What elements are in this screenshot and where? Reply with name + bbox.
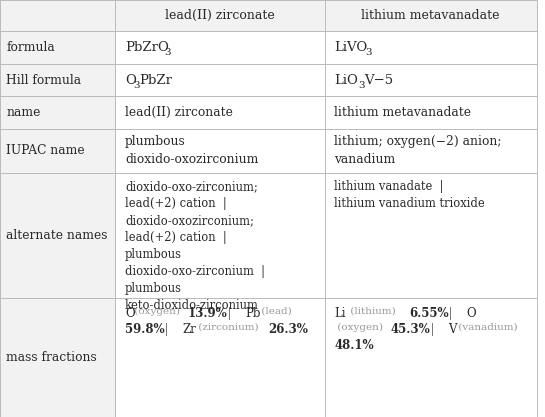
Text: O: O: [125, 307, 135, 320]
Text: 48.1%: 48.1%: [335, 339, 374, 352]
Text: |: |: [220, 307, 235, 320]
Text: (vanadium): (vanadium): [455, 322, 520, 332]
Text: Hill formula: Hill formula: [7, 73, 82, 87]
Text: name: name: [7, 106, 41, 119]
Text: lithium metavanadate: lithium metavanadate: [335, 106, 471, 119]
Text: alternate names: alternate names: [7, 229, 108, 242]
Text: lead(II) zirconate: lead(II) zirconate: [125, 106, 233, 119]
Bar: [116, 173, 325, 298]
Text: V: V: [449, 323, 457, 336]
Text: (lead): (lead): [258, 306, 295, 315]
Text: |: |: [441, 307, 456, 320]
Bar: [116, 129, 325, 173]
Text: O: O: [467, 307, 476, 320]
Bar: [116, 0, 325, 31]
Text: PbZr: PbZr: [139, 73, 172, 87]
Bar: [325, 129, 537, 173]
Bar: [116, 96, 325, 129]
Text: 3: 3: [358, 81, 365, 90]
Bar: [0, 31, 116, 64]
Text: 45.3%: 45.3%: [391, 323, 431, 336]
Text: dioxido-oxo-zirconium;
lead(+2) cation  |
dioxido-oxozirconium;
lead(+2) cation : dioxido-oxo-zirconium; lead(+2) cation |…: [125, 180, 265, 312]
Text: LiO: LiO: [335, 73, 358, 87]
Bar: [325, 298, 537, 417]
Text: PbZrO: PbZrO: [125, 41, 169, 54]
Bar: [325, 31, 537, 64]
Text: lithium vanadate  |
lithium vanadium trioxide: lithium vanadate | lithium vanadium trio…: [335, 180, 485, 210]
Text: (oxygen): (oxygen): [131, 306, 184, 316]
Text: Zr: Zr: [183, 323, 197, 336]
Text: 3: 3: [164, 48, 171, 58]
Bar: [0, 129, 116, 173]
Bar: [116, 31, 325, 64]
Text: Pb: Pb: [245, 307, 261, 320]
Bar: [325, 64, 537, 96]
Text: 3: 3: [133, 81, 140, 90]
Text: LiVO: LiVO: [335, 41, 368, 54]
Text: (oxygen): (oxygen): [335, 322, 386, 332]
Text: 6.55%: 6.55%: [409, 307, 449, 320]
Text: 26.3%: 26.3%: [269, 323, 308, 336]
Text: formula: formula: [7, 41, 55, 54]
Text: (lithium): (lithium): [347, 306, 399, 315]
Text: Li: Li: [335, 307, 346, 320]
Text: lithium; oxygen(−2) anion;
vanadium: lithium; oxygen(−2) anion; vanadium: [335, 135, 502, 166]
Bar: [325, 96, 537, 129]
Text: mass fractions: mass fractions: [7, 351, 97, 364]
Text: 3: 3: [366, 48, 372, 58]
Text: lithium metavanadate: lithium metavanadate: [361, 9, 500, 22]
Bar: [116, 298, 325, 417]
Text: (zirconium): (zirconium): [196, 322, 262, 332]
Bar: [0, 298, 116, 417]
Text: 13.9%: 13.9%: [188, 307, 228, 320]
Text: plumbous
dioxido-oxozirconium: plumbous dioxido-oxozirconium: [125, 135, 258, 166]
Text: |: |: [423, 323, 438, 336]
Bar: [0, 64, 116, 96]
Bar: [0, 173, 116, 298]
Text: |: |: [157, 323, 172, 336]
Text: lead(II) zirconate: lead(II) zirconate: [165, 9, 275, 22]
Bar: [116, 64, 325, 96]
Text: V−5: V−5: [364, 73, 393, 87]
Bar: [0, 96, 116, 129]
Text: IUPAC name: IUPAC name: [7, 144, 85, 157]
Bar: [325, 0, 537, 31]
Text: 59.8%: 59.8%: [125, 323, 165, 336]
Bar: [325, 173, 537, 298]
Bar: [0, 0, 116, 31]
Text: O: O: [125, 73, 136, 87]
